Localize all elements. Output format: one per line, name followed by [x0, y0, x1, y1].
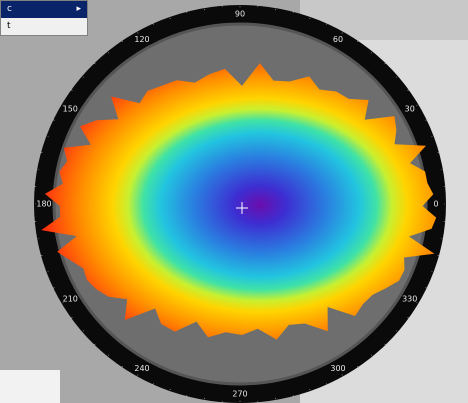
ring-tick [83, 331, 84, 332]
ring-label: 240 [134, 364, 149, 373]
ring-tick [417, 105, 418, 106]
ring-label: 150 [63, 105, 78, 114]
topography-view: 9060300330300270240210180150120 [0, 0, 468, 403]
menu-item[interactable]: c [1, 1, 87, 18]
ring-label: 0 [433, 200, 438, 209]
ring-label: 210 [63, 295, 78, 304]
ring-label: 120 [134, 35, 149, 44]
ring-tick [396, 77, 397, 78]
ring-label: 30 [405, 105, 415, 114]
window-corner [0, 370, 60, 403]
context-menu: c t [0, 0, 88, 36]
ring-tick [396, 331, 397, 332]
ring-label: 60 [333, 35, 343, 44]
ring-label: 90 [235, 10, 245, 19]
ring-label: 270 [232, 390, 247, 399]
ring-label: 330 [402, 295, 417, 304]
screenshot: 9060300330300270240210180150120 c t [0, 0, 468, 403]
ring-label: 180 [36, 200, 51, 209]
ring-tick [83, 77, 84, 78]
ring-label: 300 [330, 364, 345, 373]
menu-item[interactable]: t [1, 18, 87, 35]
